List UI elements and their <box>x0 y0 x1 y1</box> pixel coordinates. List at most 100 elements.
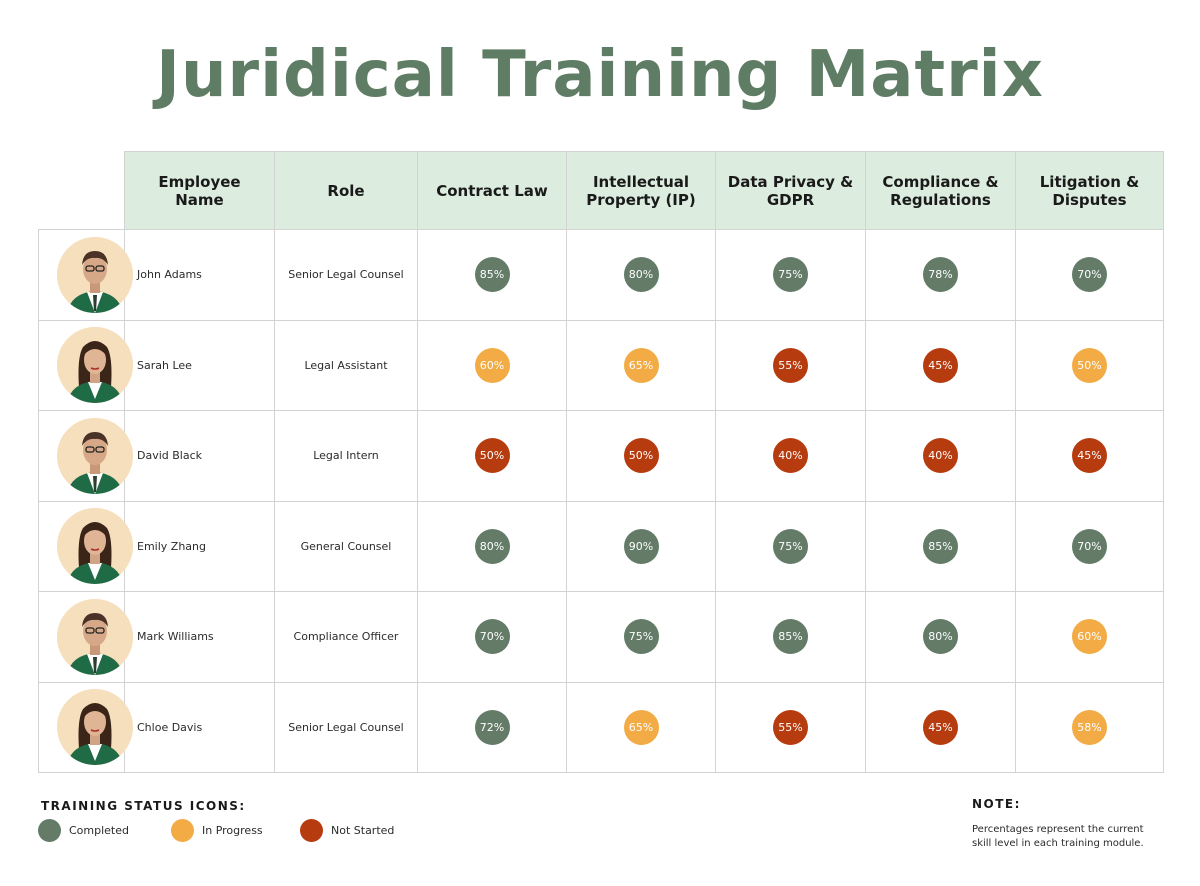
score-badge: 75% <box>773 528 808 564</box>
avatar <box>57 236 133 313</box>
legend-title: TRAINING STATUS ICONS: <box>41 799 246 813</box>
score-badge: 75% <box>773 257 808 293</box>
header-role: Role <box>274 151 418 230</box>
score-cell-data-privacy: 40% <box>715 410 866 502</box>
employee-role: General Counsel <box>274 500 418 592</box>
employee-role: Senior Legal Counsel <box>274 681 418 773</box>
employee-role: Legal Intern <box>274 410 418 502</box>
score-badge: 85% <box>773 619 808 655</box>
score-badge: 50% <box>1072 347 1107 383</box>
score-badge: 75% <box>623 619 659 655</box>
score-badge: 70% <box>1072 528 1107 564</box>
employee-role: Senior Legal Counsel <box>274 229 418 321</box>
score-cell-contract-law: 80% <box>417 500 567 592</box>
score-cell-compliance: 45% <box>865 681 1016 773</box>
legend-label: Not Started <box>331 824 395 837</box>
avatar <box>57 508 133 585</box>
header-litigation: Litigation & Disputes <box>1015 151 1164 230</box>
score-cell-compliance: 45% <box>865 319 1016 411</box>
score-badge: 40% <box>773 438 808 474</box>
avatar-cell <box>38 591 133 683</box>
score-cell-compliance: 78% <box>865 229 1016 321</box>
avatar-cell <box>38 681 133 773</box>
score-cell-contract-law: 70% <box>417 591 567 683</box>
score-cell-litigation: 70% <box>1015 500 1164 592</box>
legend-label: In Progress <box>202 824 263 837</box>
table-row: Chloe Davis Senior Legal Counsel 72% 65% 55%… <box>38 681 1164 773</box>
score-cell-compliance: 80% <box>865 591 1016 683</box>
table-row: David Black Legal Intern 50% 50% 40% 40% 45% <box>38 410 1164 502</box>
header-employee-name: Employee Name <box>124 151 275 230</box>
avatar-cell <box>38 500 133 592</box>
score-badge: 55% <box>773 347 808 383</box>
legend-label: Completed <box>69 824 129 837</box>
score-cell-litigation: 70% <box>1015 229 1164 321</box>
score-cell-intellectual-property: 90% <box>566 500 716 592</box>
completed-status-icon <box>38 819 61 842</box>
avatar-cell <box>38 229 133 321</box>
score-badge: 70% <box>1072 257 1107 293</box>
note-title: NOTE: <box>972 797 1021 811</box>
page-title: Juridical Training Matrix <box>156 38 1044 112</box>
employee-name: Chloe Davis <box>124 681 275 773</box>
legend-item-completed: Completed <box>38 819 129 842</box>
score-cell-contract-law: 50% <box>417 410 567 502</box>
score-cell-data-privacy: 75% <box>715 500 866 592</box>
table-row: John Adams Senior Legal Counsel 85% 80% 75% 7… <box>38 229 1164 321</box>
score-badge: 72% <box>474 709 510 745</box>
score-cell-contract-law: 60% <box>417 319 567 411</box>
employee-name: Sarah Lee <box>124 319 275 411</box>
avatar-cell <box>38 410 133 502</box>
score-badge: 80% <box>923 619 958 655</box>
employee-name: John Adams <box>124 229 275 321</box>
score-badge: 40% <box>923 438 958 474</box>
score-cell-litigation: 50% <box>1015 319 1164 411</box>
table-header-row: Employee Name Role Contract Law Intellec… <box>38 151 1164 230</box>
score-cell-litigation: 60% <box>1015 591 1164 683</box>
score-badge: 55% <box>773 709 808 745</box>
score-badge: 50% <box>474 438 510 474</box>
header-compliance: Compliance & Regulations <box>865 151 1016 230</box>
score-cell-data-privacy: 85% <box>715 591 866 683</box>
avatar <box>57 417 133 494</box>
note-text: Percentages represent the current skill … <box>972 824 1144 849</box>
score-cell-data-privacy: 55% <box>715 681 866 773</box>
score-badge: 90% <box>623 528 659 564</box>
avatar <box>57 689 133 766</box>
score-cell-compliance: 40% <box>865 410 1016 502</box>
avatar-cell <box>38 319 133 411</box>
score-cell-contract-law: 85% <box>417 229 567 321</box>
table-row: Emily Zhang General Counsel 80% 90% 75% 85% 70… <box>38 500 1164 592</box>
header-blank-cell <box>38 151 125 230</box>
training-matrix-table: Employee Name Role Contract Law Intellec… <box>38 151 1164 773</box>
score-cell-compliance: 85% <box>865 500 1016 592</box>
score-cell-intellectual-property: 65% <box>566 681 716 773</box>
score-cell-intellectual-property: 50% <box>566 410 716 502</box>
score-cell-intellectual-property: 75% <box>566 591 716 683</box>
score-badge: 80% <box>623 257 659 293</box>
score-cell-litigation: 58% <box>1015 681 1164 773</box>
employee-role: Legal Assistant <box>274 319 418 411</box>
score-cell-intellectual-property: 80% <box>566 229 716 321</box>
in-progress-status-icon <box>171 819 194 842</box>
score-badge: 65% <box>623 709 659 745</box>
employee-role: Compliance Officer <box>274 591 418 683</box>
table-row: Mark Williams Compliance Officer 70% 75% 85%… <box>38 591 1164 683</box>
avatar <box>57 327 133 404</box>
avatar <box>57 598 133 675</box>
score-cell-litigation: 45% <box>1015 410 1164 502</box>
score-badge: 60% <box>1072 619 1107 655</box>
score-badge: 50% <box>623 438 659 474</box>
score-cell-data-privacy: 75% <box>715 229 866 321</box>
score-badge: 45% <box>1072 438 1107 474</box>
employee-name: David Black <box>124 410 275 502</box>
score-badge: 85% <box>474 257 510 293</box>
employee-name: Mark Williams <box>124 591 275 683</box>
table-body: John Adams Senior Legal Counsel 85% 80% 75% 7… <box>38 229 1164 773</box>
score-badge: 78% <box>923 257 958 293</box>
employee-name: Emily Zhang <box>124 500 275 592</box>
not-started-status-icon <box>300 819 323 842</box>
score-cell-data-privacy: 55% <box>715 319 866 411</box>
legend-item-not-started: Not Started <box>300 819 394 842</box>
score-cell-intellectual-property: 65% <box>566 319 716 411</box>
